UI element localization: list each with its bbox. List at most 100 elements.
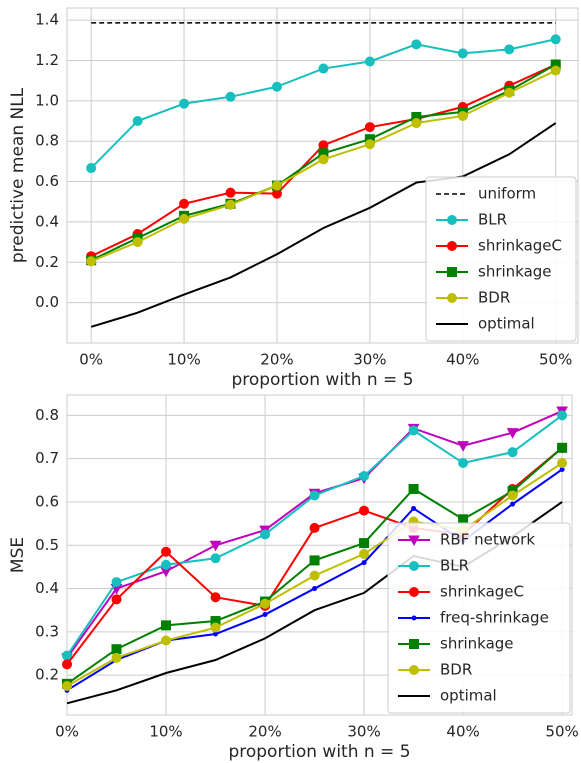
marker bbox=[411, 118, 422, 129]
marker bbox=[179, 98, 190, 109]
marker bbox=[361, 560, 367, 566]
legend-marker bbox=[447, 241, 457, 251]
x-tick-label: 20% bbox=[260, 351, 293, 369]
marker bbox=[364, 56, 375, 67]
marker bbox=[161, 620, 172, 631]
legend-label: optimal bbox=[440, 687, 497, 705]
legend-label: BLR bbox=[440, 557, 469, 575]
legend-marker bbox=[408, 535, 420, 547]
marker bbox=[262, 612, 268, 618]
y-tick-label: 0.6 bbox=[35, 172, 59, 190]
marker bbox=[132, 237, 143, 248]
y-tick-label: 0.8 bbox=[35, 132, 59, 150]
x-tick-label: 20% bbox=[248, 723, 281, 741]
legend-label: BDR bbox=[440, 661, 472, 679]
x-tick-label: 0% bbox=[55, 723, 79, 741]
marker bbox=[550, 65, 561, 76]
x-tick-label: 10% bbox=[167, 351, 200, 369]
marker bbox=[271, 180, 282, 191]
marker bbox=[408, 483, 419, 494]
legend-marker bbox=[447, 215, 457, 225]
plot-frame bbox=[66, 394, 573, 716]
x-tick-label: 40% bbox=[446, 723, 479, 741]
y-tick-label: 0.0 bbox=[35, 293, 59, 311]
marker bbox=[557, 457, 568, 468]
marker bbox=[557, 410, 568, 421]
marker bbox=[161, 635, 172, 646]
x-tick-label: 30% bbox=[353, 351, 386, 369]
marker bbox=[318, 63, 329, 74]
marker bbox=[359, 538, 370, 549]
marker bbox=[504, 87, 515, 98]
y-tick-label: 0.2 bbox=[35, 253, 59, 271]
marker bbox=[179, 213, 190, 224]
plot-frame bbox=[66, 7, 579, 344]
x-tick-label: 50% bbox=[545, 723, 578, 741]
marker bbox=[411, 39, 422, 50]
marker bbox=[309, 490, 320, 501]
marker bbox=[506, 428, 519, 439]
marker bbox=[111, 644, 122, 655]
marker bbox=[210, 592, 221, 603]
y-tick-label: 0.4 bbox=[35, 579, 59, 597]
marker bbox=[209, 540, 222, 552]
legend-marker bbox=[447, 293, 457, 303]
marker bbox=[312, 586, 318, 592]
legend-label: shrinkage bbox=[478, 263, 552, 281]
marker bbox=[260, 529, 271, 540]
x-axis-label: proportion with n = 5 bbox=[231, 370, 413, 390]
y-tick-label: 1.2 bbox=[35, 51, 59, 69]
marker bbox=[225, 91, 236, 102]
y-tick-label: 0.7 bbox=[35, 449, 59, 467]
legend-label: RBF network bbox=[440, 531, 535, 549]
x-tick-label: 10% bbox=[149, 723, 182, 741]
marker bbox=[111, 577, 122, 588]
marker bbox=[210, 622, 221, 633]
marker bbox=[458, 457, 469, 468]
y-tick-label: 0.6 bbox=[35, 492, 59, 510]
legend-box bbox=[387, 522, 571, 714]
legend-marker bbox=[409, 587, 419, 597]
x-tick-label: 40% bbox=[446, 351, 479, 369]
marker bbox=[210, 553, 221, 564]
y-tick-label: 1.4 bbox=[35, 11, 59, 29]
x-tick-label: 30% bbox=[347, 723, 380, 741]
y-tick-label: 0.3 bbox=[35, 622, 59, 640]
marker bbox=[132, 116, 143, 127]
marker bbox=[161, 546, 172, 557]
marker bbox=[318, 154, 329, 165]
marker bbox=[457, 110, 468, 121]
marker bbox=[225, 187, 236, 198]
legend-marker bbox=[447, 267, 457, 277]
marker bbox=[213, 631, 219, 637]
x-axis-label: proportion with n = 5 bbox=[228, 742, 410, 762]
marker bbox=[62, 659, 72, 670]
marker bbox=[457, 48, 468, 59]
marker bbox=[510, 501, 516, 507]
marker bbox=[309, 570, 320, 581]
marker bbox=[359, 505, 370, 516]
marker bbox=[111, 594, 122, 605]
legend-box bbox=[425, 176, 577, 342]
marker bbox=[408, 425, 419, 436]
legend-label: BLR bbox=[478, 211, 507, 229]
legend-marker bbox=[409, 639, 419, 649]
legend-marker bbox=[411, 615, 417, 621]
y-tick-label: 0.4 bbox=[35, 212, 59, 230]
y-axis-label: MSE bbox=[8, 537, 28, 573]
y-tick-label: 1.0 bbox=[35, 91, 59, 109]
marker bbox=[507, 490, 518, 501]
legend-label: shrinkage bbox=[440, 635, 514, 653]
legend-label: optimal bbox=[478, 315, 535, 333]
legend-marker bbox=[409, 665, 419, 675]
legend-marker bbox=[409, 561, 419, 571]
marker bbox=[457, 441, 469, 452]
marker bbox=[458, 514, 469, 525]
y-tick-label: 0.5 bbox=[35, 536, 59, 554]
marker bbox=[411, 505, 417, 511]
marker bbox=[179, 198, 190, 209]
marker bbox=[559, 466, 565, 472]
y-tick-label: 0.2 bbox=[35, 666, 59, 684]
x-tick-label: 50% bbox=[539, 351, 572, 369]
